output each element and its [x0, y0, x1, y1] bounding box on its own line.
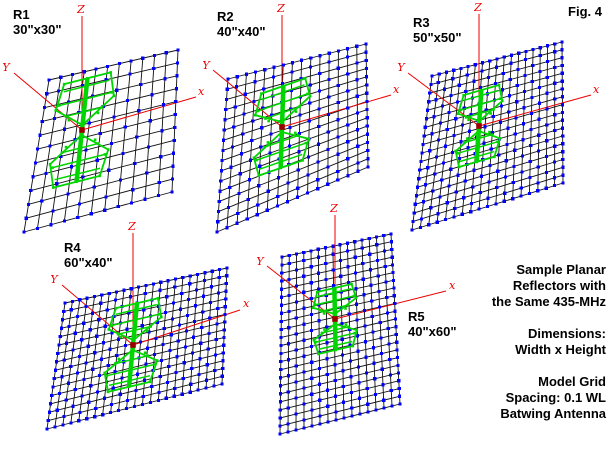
reflector-label-r3: R3 50"x50" [413, 15, 461, 45]
reflector-r5: Z Yx [256, 202, 456, 436]
x-axis [132, 309, 241, 346]
reflector-id: R5 [408, 309, 425, 324]
caption-line: Width x Height [515, 342, 606, 357]
y-axis-label: Y [202, 59, 211, 72]
reflector-dimensions: 50"x50" [413, 30, 462, 45]
x-axis-label: x [393, 83, 400, 96]
reflector-label-r2: R2 40"x40" [217, 9, 265, 39]
reflector-dimensions: 40"x60" [408, 324, 457, 339]
feed-point [332, 316, 338, 322]
z-axis-label: Z [76, 3, 85, 16]
feed-point [476, 123, 482, 129]
reflector-id: R2 [217, 9, 234, 24]
caption-line: the Same 435-MHz [491, 294, 606, 309]
z-axis-label: Z [276, 2, 285, 15]
y-axis-label: Y [2, 61, 11, 74]
x-axis [478, 94, 592, 127]
reflector-r4: Z Yx [45, 220, 250, 431]
antenna-segment-dots [103, 296, 163, 394]
x-axis [281, 94, 392, 128]
x-axis-label: x [593, 83, 600, 96]
reflector-id: R4 [64, 240, 81, 255]
reflector-label-r5: R5 40"x60" [408, 309, 456, 339]
z-axis-label: Z [329, 202, 338, 215]
antenna-segment-dots [252, 77, 312, 177]
z-axis-label: Z [473, 1, 482, 14]
segment-nodes [45, 266, 229, 431]
reflector-dimensions: 60"x40" [64, 255, 113, 270]
feed-point [130, 342, 136, 348]
reflector-r1: Z Yx [2, 3, 205, 234]
caption-line: Reflectors with [512, 278, 606, 293]
x-axis-label: x [198, 85, 205, 98]
y-axis-label: Y [50, 273, 59, 286]
caption-line: Spacing: 0.1 WL [505, 390, 606, 405]
reflector-label-r1: R1 30"x30" [13, 7, 61, 37]
grid-wires [279, 233, 401, 435]
z-axis-label: Z [127, 220, 136, 233]
antenna-segment-dots [454, 83, 504, 169]
caption-line: Batwing Antenna [500, 406, 606, 421]
antenna-segment-dots [311, 282, 359, 356]
reflector-id: R3 [413, 15, 430, 30]
y-axis-label: Y [397, 61, 406, 74]
y-axis-label: Y [256, 255, 265, 268]
x-axis [334, 290, 447, 320]
x-axis-label: x [243, 297, 250, 310]
caption-block: Sample Planar Reflectors with the Same 4… [492, 262, 606, 422]
caption-line [492, 310, 606, 326]
segment-nodes [22, 48, 180, 234]
feed-point [79, 127, 85, 133]
caption-line: Dimensions: [527, 326, 606, 341]
y-axis [13, 72, 83, 131]
segment-nodes [278, 232, 402, 436]
caption-line: Model Grid [538, 374, 606, 389]
antenna-segment-dots [48, 71, 116, 189]
reflector-r3: Z Yx [397, 1, 600, 232]
reflector-dimensions: 30"x30" [13, 22, 62, 37]
reflector-dimensions: 40"x40" [217, 24, 266, 39]
caption-line [492, 358, 606, 374]
feed-point [279, 124, 285, 130]
x-axis-label: x [449, 279, 456, 292]
reflector-label-r4: R4 60"x40" [64, 240, 112, 270]
grid-wires [23, 49, 179, 233]
reflector-id: R1 [13, 7, 30, 22]
caption-line: Sample Planar [516, 262, 606, 277]
reflector-r2: Z Yx [202, 2, 400, 234]
figure-number: Fig. 4 [568, 4, 602, 19]
